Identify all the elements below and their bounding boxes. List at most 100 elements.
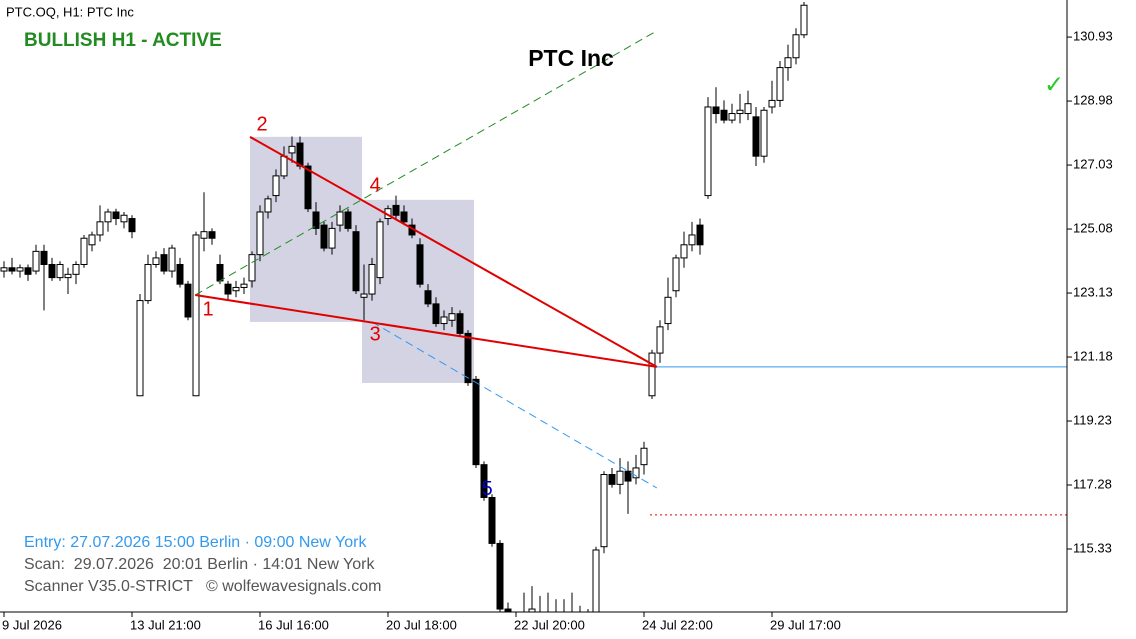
chart-title: PTC Inc bbox=[528, 45, 614, 71]
candle-body bbox=[352, 231, 360, 292]
candle-body bbox=[744, 103, 752, 115]
candle-body bbox=[120, 214, 128, 223]
candle-body bbox=[168, 247, 176, 272]
candle-body bbox=[272, 175, 280, 197]
candle-body bbox=[680, 244, 688, 259]
candle-body bbox=[240, 283, 248, 288]
candle-body bbox=[376, 221, 384, 279]
candle-body bbox=[232, 286, 240, 292]
candle-body bbox=[200, 231, 208, 239]
x-tick-label: 13 Jul 21:00 bbox=[130, 617, 201, 632]
candle-body bbox=[392, 204, 400, 216]
candle-body bbox=[312, 211, 320, 229]
candle-body bbox=[472, 378, 480, 466]
candle-body bbox=[8, 267, 16, 272]
x-tick-label: 9 Jul 2026 bbox=[2, 617, 62, 632]
candle-body bbox=[344, 211, 352, 229]
candle-body bbox=[112, 211, 120, 220]
candle-body bbox=[144, 263, 152, 302]
status: BULLISH H1 - ACTIVE bbox=[24, 30, 222, 51]
candle-body bbox=[328, 227, 336, 249]
pattern-line bbox=[194, 30, 658, 296]
y-tick-label: 125.08 bbox=[1073, 220, 1113, 235]
footer-scan: Scan: 29.07.2026 20:01 Berlin · 14:01 Ne… bbox=[24, 556, 375, 573]
candle-body bbox=[760, 109, 768, 157]
pattern-zone bbox=[250, 136, 362, 322]
candle-body bbox=[72, 263, 80, 275]
candle-body bbox=[728, 113, 736, 121]
candle-body bbox=[288, 145, 296, 154]
candle-body bbox=[608, 474, 616, 485]
candle-body bbox=[800, 4, 808, 36]
candle-body bbox=[296, 142, 304, 167]
candle-body bbox=[56, 263, 64, 279]
candle-body bbox=[80, 237, 88, 265]
candle-body bbox=[264, 198, 272, 213]
candle-body bbox=[448, 313, 456, 321]
candle-body bbox=[368, 263, 376, 295]
footer-credit: Scanner V35.0-STRICT © wolfewavesignals.… bbox=[24, 578, 381, 595]
candle-body bbox=[464, 332, 472, 384]
candle-body bbox=[88, 234, 96, 246]
y-tick-label: 128.98 bbox=[1073, 93, 1113, 108]
candle-body bbox=[256, 211, 264, 256]
candle-body bbox=[400, 211, 408, 223]
candle-body bbox=[640, 447, 648, 466]
candle-body bbox=[208, 231, 216, 239]
candle-body bbox=[440, 316, 448, 325]
candle-body bbox=[48, 263, 56, 279]
candle-body bbox=[176, 263, 184, 285]
candle-body bbox=[304, 165, 312, 210]
signal-mark: ✓ bbox=[1044, 71, 1064, 98]
candle-body bbox=[672, 257, 680, 292]
candle-body bbox=[704, 106, 712, 197]
candle-body bbox=[424, 290, 432, 305]
y-tick-label: 127.03 bbox=[1073, 156, 1113, 171]
candle-body bbox=[616, 470, 624, 485]
y-tick-label: 121.18 bbox=[1073, 348, 1113, 363]
candle-body bbox=[136, 300, 144, 397]
candle-body bbox=[432, 303, 440, 325]
wave-point-label: 5 bbox=[482, 478, 493, 500]
candle-body bbox=[488, 496, 496, 544]
candle-body bbox=[784, 57, 792, 69]
candle-body bbox=[336, 211, 344, 226]
x-tick-label: 29 Jul 17:00 bbox=[770, 617, 841, 632]
candle-body bbox=[504, 608, 512, 612]
candle-body bbox=[632, 467, 640, 479]
candle-body bbox=[24, 267, 32, 275]
candle-body bbox=[280, 155, 288, 177]
candle-body bbox=[624, 470, 632, 482]
candle-body bbox=[688, 234, 696, 246]
candle-body bbox=[416, 244, 424, 285]
x-tick-label: 20 Jul 18:00 bbox=[386, 617, 457, 632]
candle-body bbox=[0, 267, 8, 272]
candle-body bbox=[96, 221, 104, 236]
candle-body bbox=[600, 474, 608, 548]
candle-body bbox=[128, 218, 136, 233]
wave-point-label: 1 bbox=[202, 298, 213, 320]
candle-body bbox=[736, 109, 744, 115]
y-tick-label: 119.23 bbox=[1073, 412, 1112, 427]
y-tick-label: 117.28 bbox=[1073, 476, 1112, 491]
candle-body bbox=[160, 254, 168, 272]
candle-body bbox=[648, 352, 656, 397]
candle-body bbox=[528, 608, 536, 612]
candle-body bbox=[752, 116, 760, 157]
pattern-line bbox=[249, 135, 658, 368]
candle-body bbox=[720, 109, 728, 121]
pattern-line bbox=[371, 321, 658, 489]
header: PTC.OQ, H1: PTC Inc bbox=[6, 4, 134, 19]
footer-entry: Entry: 27.07.2026 15:00 Berlin · 09:00 N… bbox=[24, 534, 367, 551]
candle-body bbox=[592, 549, 600, 612]
candle-body bbox=[40, 250, 48, 265]
candle-body bbox=[480, 464, 488, 498]
wave-point-label: 3 bbox=[370, 323, 381, 345]
candle-body bbox=[216, 263, 224, 282]
candle-body bbox=[712, 106, 720, 115]
candle-body bbox=[184, 283, 192, 318]
candle-body bbox=[696, 224, 704, 246]
candle-body bbox=[16, 267, 24, 272]
candle-body bbox=[776, 67, 784, 101]
